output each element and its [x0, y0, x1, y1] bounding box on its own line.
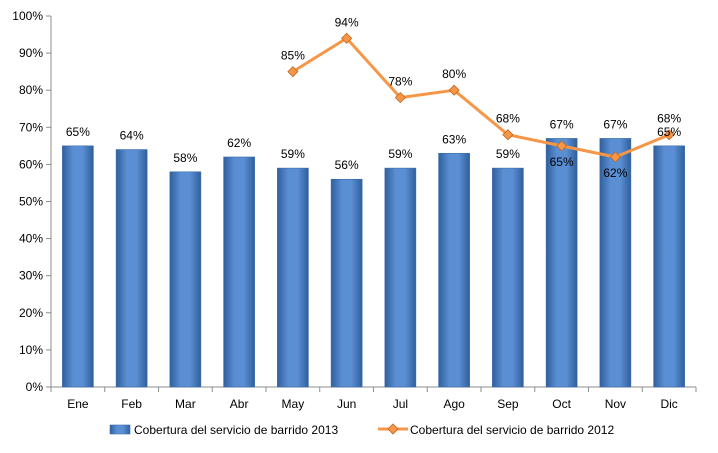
- bar: [545, 138, 578, 388]
- x-tick-label: Ago: [443, 397, 465, 411]
- bar: [492, 167, 524, 388]
- bar: [653, 145, 685, 388]
- y-tick-label: 90%: [19, 46, 43, 60]
- bar: [599, 138, 632, 388]
- y-tick-label: 70%: [19, 120, 43, 134]
- line-point: [448, 84, 460, 96]
- bar: [277, 167, 309, 388]
- bar-data-label: 67%: [550, 117, 574, 131]
- line-series: [287, 32, 675, 163]
- bar: [223, 156, 255, 388]
- line-point: [663, 129, 675, 141]
- bar: [438, 152, 470, 388]
- bar-data-label: 67%: [603, 117, 627, 131]
- y-tick-label: 0%: [26, 380, 44, 394]
- bar-data-label: 56%: [335, 158, 359, 172]
- bar-data-label: 59%: [388, 147, 412, 161]
- y-tick-label: 100%: [12, 9, 43, 23]
- line-data-label: 62%: [603, 166, 627, 180]
- line-data-label: 68%: [496, 112, 520, 126]
- x-tick-label: Jul: [393, 397, 408, 411]
- line-point: [556, 140, 568, 152]
- data-labels: 65% 64% 58% 62% 59% 56% 59% 63% 59% 67% 67% 65% 85% 9…: [66, 15, 682, 180]
- x-tick-label: Jun: [337, 397, 356, 411]
- line-point: [287, 66, 299, 78]
- bar-series: [62, 138, 685, 388]
- axes: 0% 10% 20% 30% 40% 50% 60% 70% 80% 90% 100% Ene Feb M…: [12, 9, 697, 411]
- line-point: [341, 32, 353, 44]
- line-point: [609, 151, 621, 163]
- bar-data-label: 63%: [442, 132, 466, 146]
- x-tick-label: Mar: [175, 397, 196, 411]
- line-data-label: 80%: [442, 67, 466, 81]
- x-tick-label: Dic: [660, 397, 677, 411]
- x-tick-label: Nov: [605, 397, 626, 411]
- legend-bar-swatch: [109, 424, 131, 435]
- line-point: [502, 129, 514, 141]
- bar-data-label: 62%: [227, 136, 251, 150]
- legend-line-label: Cobertura del servicio de barrido 2012: [410, 423, 614, 437]
- bar-data-label: 58%: [173, 151, 197, 165]
- legend: Cobertura del servicio de barrido 2013 Co…: [109, 423, 614, 437]
- y-tick-label: 40%: [19, 232, 43, 246]
- line-data-label: 68%: [657, 112, 681, 126]
- line-data-label: 78%: [388, 75, 412, 89]
- line-data-label: 94%: [335, 15, 359, 29]
- bar-data-label: 65%: [66, 125, 90, 139]
- x-tick-label: Ene: [67, 397, 89, 411]
- bar-data-label: 59%: [281, 147, 305, 161]
- y-tick-label: 60%: [19, 157, 43, 171]
- line-data-label: 65%: [550, 155, 574, 169]
- bar-data-label: 65%: [657, 125, 681, 139]
- bar: [169, 171, 202, 388]
- bar: [115, 149, 148, 388]
- legend-line-marker: [387, 423, 399, 435]
- series-line: [292, 36, 670, 159]
- bar: [330, 178, 363, 388]
- legend-bar-label: Cobertura del servicio de barrido 2013: [134, 423, 338, 437]
- y-tick-label: 20%: [19, 306, 43, 320]
- y-tick-label: 10%: [19, 343, 43, 357]
- x-tick-label: Abr: [230, 397, 249, 411]
- x-tick-label: Oct: [552, 397, 571, 411]
- bar-data-label: 64%: [120, 129, 144, 143]
- line-point: [394, 92, 406, 104]
- line-data-label: 85%: [281, 49, 305, 63]
- bar-data-label: 59%: [496, 147, 520, 161]
- y-tick-label: 30%: [19, 269, 43, 283]
- bar: [384, 167, 417, 388]
- x-tick-label: Feb: [121, 397, 142, 411]
- y-tick-label: 80%: [19, 83, 43, 97]
- y-tick-label: 50%: [19, 195, 43, 209]
- x-tick-label: May: [282, 397, 305, 411]
- x-tick-label: Sep: [497, 397, 519, 411]
- bar: [62, 145, 94, 388]
